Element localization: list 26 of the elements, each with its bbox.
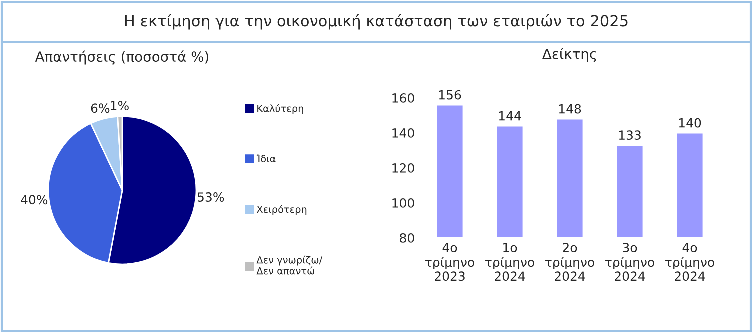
data-label: 148 xyxy=(559,104,582,114)
data-label: 144 xyxy=(499,112,522,121)
data-label: 40% xyxy=(21,195,48,205)
chart-title: Δείκτης xyxy=(542,48,596,62)
y-tick-label: 120 xyxy=(392,163,414,173)
data-label: 156 xyxy=(439,90,462,100)
legend-label: Καλύτερη xyxy=(258,104,304,114)
data-label: 53% xyxy=(198,192,224,202)
x-tick-label: 4ο τρίμηνο 2024 xyxy=(666,243,714,282)
data-label: 1% xyxy=(111,101,129,111)
y-tick-label: 160 xyxy=(392,93,414,103)
y-tick-label: 80 xyxy=(400,233,414,243)
legend-label: Δεν γνωρίζω/ Δεν απαντώ xyxy=(256,256,323,275)
data-label: 133 xyxy=(619,130,641,140)
x-tick-label: 1ο τρίμηνο 2024 xyxy=(486,243,534,282)
chart-title: Απαντήσεις (ποσοστά %) xyxy=(35,50,209,65)
legend-label: Ίδια xyxy=(256,154,276,163)
x-tick-label: 4ο τρίμηνο 2023 xyxy=(426,243,474,282)
text: Η εκτίμηση για την οικονομική κατάσταση των εταιριών το 2025 xyxy=(125,14,628,30)
data-label: 140 xyxy=(679,118,702,128)
y-tick-label: 140 xyxy=(392,128,414,138)
y-tick-label: 100 xyxy=(392,198,414,208)
x-tick-label: 3ο τρίμηνο 2024 xyxy=(606,243,654,282)
legend-label: Χειρότερη xyxy=(256,205,307,216)
x-tick-label: 2ο τρίμηνο 2024 xyxy=(546,243,594,282)
data-label: 6% xyxy=(91,104,110,114)
